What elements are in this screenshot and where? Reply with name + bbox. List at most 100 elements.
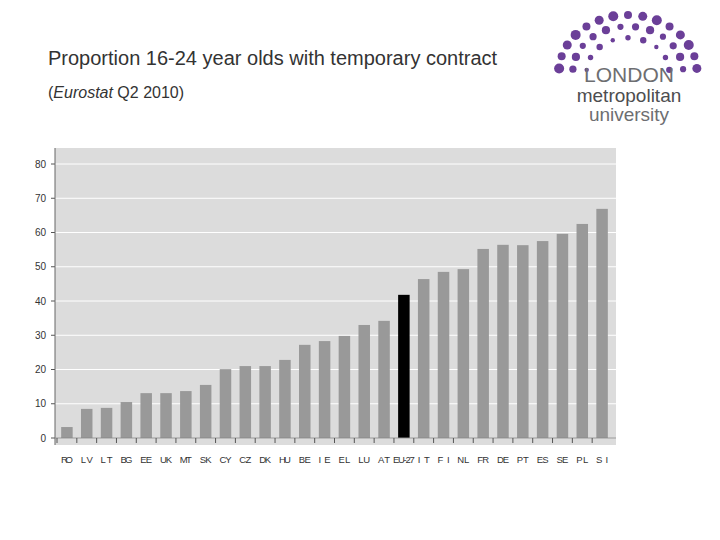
bar <box>517 245 529 438</box>
logo-text: LONDON <box>584 63 674 86</box>
logo: LONDONmetropolitanuniversity <box>554 11 701 125</box>
bar <box>497 245 509 438</box>
x-tick-label: LT <box>101 454 113 465</box>
x-tick-label: HU <box>279 454 291 465</box>
x-tick-label: EU-27 <box>393 454 415 465</box>
x-tick <box>493 438 494 443</box>
x-tick-label: CY <box>219 454 232 465</box>
y-tick-label: 30 <box>35 330 47 341</box>
y-tick-label: 20 <box>35 364 47 375</box>
logo-dot <box>602 26 610 34</box>
y-tick-label: 80 <box>35 159 47 170</box>
x-tick <box>314 438 315 443</box>
logo-dot <box>676 53 684 61</box>
subtitle: (Eurostat Q2 2010) <box>48 84 184 101</box>
logo-dot <box>625 35 630 40</box>
logo-dot <box>595 16 604 25</box>
x-tick-label: LU <box>358 454 370 465</box>
y-tick <box>51 232 55 233</box>
x-tick-label: SK <box>200 454 213 465</box>
plot-background <box>55 148 616 445</box>
bar <box>140 393 152 438</box>
logo-dot <box>692 64 701 73</box>
bar <box>259 366 271 438</box>
x-tick-label: IT <box>418 454 430 465</box>
bar <box>398 295 410 438</box>
y-tick-label: 0 <box>40 433 46 444</box>
grid-line <box>55 164 616 165</box>
y-tick-label: 60 <box>35 227 47 238</box>
x-tick <box>512 438 513 443</box>
logo-text: metropolitan <box>577 85 682 106</box>
logo-dot <box>558 52 566 60</box>
logo-dot <box>640 37 646 43</box>
logo-dot <box>608 11 618 21</box>
bar <box>180 391 192 438</box>
logo-dot <box>554 63 564 73</box>
bar <box>319 341 331 438</box>
x-tick <box>334 438 335 443</box>
logo-dot <box>652 15 662 25</box>
bar <box>438 272 450 438</box>
logo-dot <box>617 24 623 30</box>
x-tick <box>413 438 414 443</box>
x-tick <box>552 438 553 443</box>
logo-dot <box>690 52 698 60</box>
bar <box>358 325 370 438</box>
logo-dot <box>684 40 694 50</box>
x-tick <box>275 438 276 443</box>
x-tick-label: FR <box>477 454 489 465</box>
bar <box>537 241 549 438</box>
logo-dot <box>670 42 677 49</box>
grid-line <box>55 335 616 336</box>
logo-dot <box>569 66 576 73</box>
x-tick-label: CZ <box>239 454 251 465</box>
logo-dot <box>589 33 596 40</box>
y-tick-label: 40 <box>35 296 47 307</box>
x-tick-label: DK <box>259 454 272 465</box>
x-tick <box>374 438 375 443</box>
x-tick <box>156 438 157 443</box>
logo-dot <box>582 22 590 30</box>
x-tick-label: SI <box>596 454 608 465</box>
grid-line <box>55 198 616 199</box>
x-tick-label: RO <box>61 454 73 465</box>
x-tick-label: FI <box>438 454 450 465</box>
x-tick-label: SE <box>556 454 568 465</box>
logo-dot <box>663 55 668 60</box>
x-tick <box>294 438 295 443</box>
bar <box>220 369 232 438</box>
x-tick-label: BG <box>120 454 132 465</box>
y-tick <box>51 198 55 199</box>
grid-line <box>55 232 616 233</box>
y-tick <box>51 438 55 439</box>
x-tick <box>592 438 593 443</box>
y-tick <box>51 164 55 165</box>
x-tick <box>433 438 434 443</box>
x-tick-label: EL <box>338 454 350 465</box>
logo-dot <box>680 66 686 72</box>
title-text: Proportion 16-24 year olds with temporar… <box>48 47 497 69</box>
x-tick-label: NL <box>457 454 469 465</box>
x-tick-label: ES <box>537 454 549 465</box>
x-tick-label: EE <box>140 454 152 465</box>
x-tick <box>393 438 394 443</box>
x-tick <box>195 438 196 443</box>
bar <box>418 279 430 438</box>
y-tick <box>51 301 55 302</box>
logo-dot <box>571 30 581 40</box>
x-tick <box>473 438 474 443</box>
x-tick-label: LV <box>81 454 94 465</box>
x-tick <box>136 438 137 443</box>
x-tick <box>76 438 77 443</box>
y-tick <box>51 266 55 267</box>
bar <box>339 336 351 438</box>
x-tick <box>532 438 533 443</box>
logo-text: university <box>589 104 670 125</box>
bar <box>299 345 311 438</box>
grid-line <box>55 369 616 370</box>
x-tick <box>57 438 58 443</box>
y-tick <box>51 403 55 404</box>
bar <box>279 360 291 438</box>
chart: LONDONmetropolitanuniversity010203040506… <box>0 0 720 540</box>
